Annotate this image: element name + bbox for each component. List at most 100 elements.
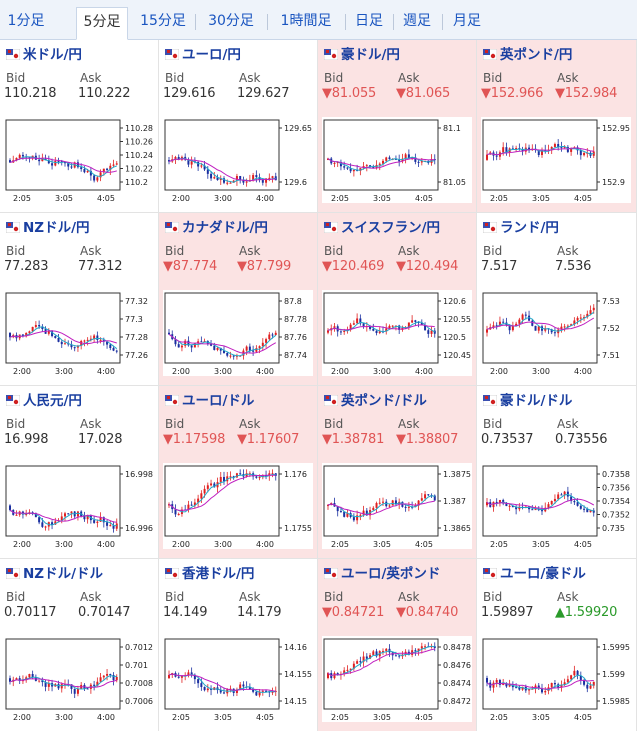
candle-body xyxy=(76,688,79,694)
candle-body xyxy=(592,510,595,513)
mini-candle-chart[interactable]: 0.7012 0.701 0.7008 0.7006 2:00 3:00 4:00 xyxy=(4,636,154,722)
candle-body xyxy=(378,502,381,504)
bid-value: 77.283 xyxy=(4,259,49,274)
mini-candle-chart[interactable]: 77.32 77.3 77.28 77.26 2:00 3:00 4:00 xyxy=(4,290,154,376)
candle-body xyxy=(420,498,423,501)
bid-value: 129.616 xyxy=(163,86,216,101)
mini-candle-chart[interactable]: 16.998 16.996 2:00 3:00 4:00 xyxy=(4,463,154,549)
pair-title[interactable]: ユーロ/ドル xyxy=(164,392,315,410)
candle-body xyxy=(47,331,50,334)
pair-title[interactable]: 英ポンド/円 xyxy=(482,46,633,64)
tab-7[interactable]: 月足 xyxy=(453,13,481,29)
candle-body xyxy=(372,328,375,331)
mini-candle-chart[interactable]: 81.1 81.05 2:05 3:05 4:05 xyxy=(322,117,472,203)
tab-6[interactable]: 週足 xyxy=(403,13,431,29)
candle-body xyxy=(592,307,595,311)
y-tick-label: 77.3 xyxy=(125,315,143,324)
pair-title[interactable]: ユーロ/円 xyxy=(164,46,315,64)
tab-0[interactable]: 1分足 xyxy=(7,13,45,29)
candle-body xyxy=(216,177,219,181)
candle-body xyxy=(528,147,531,151)
candle-body xyxy=(255,476,258,478)
mini-candle-chart[interactable]: 1.176 1.1755 2:00 3:00 4:00 xyxy=(163,463,313,549)
candle-body xyxy=(229,355,232,357)
y-tick-label: 14.16 xyxy=(284,643,307,652)
mini-candle-chart[interactable]: 152.95 152.9 2:05 3:05 4:05 xyxy=(481,117,631,203)
pair-title[interactable]: 香港ドル/円 xyxy=(164,565,315,583)
candle-body xyxy=(349,324,352,330)
mini-candle-chart[interactable]: 87.8 87.78 87.76 87.74 2:00 3:00 4:00 xyxy=(163,290,313,376)
pair-title[interactable]: NZドル/円 xyxy=(5,219,156,237)
y-tick-label: 77.32 xyxy=(125,297,148,306)
candle-body xyxy=(394,655,397,657)
ask-value: ▼87.799 xyxy=(237,259,292,274)
candle-body xyxy=(193,343,196,348)
candle-body xyxy=(518,319,521,324)
tab-5[interactable]: 日足 xyxy=(355,13,383,29)
candle-body xyxy=(235,689,238,693)
y-tick-label: 152.9 xyxy=(602,178,625,187)
candle-body xyxy=(433,646,436,648)
y-tick-label: 87.74 xyxy=(284,351,307,360)
candle-body xyxy=(25,513,28,515)
candle-body xyxy=(271,334,274,336)
bid-value: ▼1.38781 xyxy=(322,432,385,447)
candle-body xyxy=(54,521,57,525)
candle-body xyxy=(433,495,436,501)
pair-title[interactable]: スイスフラン/円 xyxy=(323,219,474,237)
pair-title[interactable]: 英ポンド/ドル xyxy=(323,392,474,410)
pair-title[interactable]: NZドル/ドル xyxy=(5,565,156,583)
candle-body xyxy=(411,320,414,323)
tab-separator xyxy=(393,14,394,30)
pair-cell: ユーロ/豪ドル Bid Ask 1.59897 ▲1.59920 1.5995 1.599 1… xyxy=(477,559,637,731)
mini-candle-chart[interactable]: 1.3875 1.387 1.3865 2:05 3:05 4:05 xyxy=(322,463,472,549)
eu-au-flag-icon xyxy=(482,566,498,580)
candle-body xyxy=(180,675,183,678)
ma-long-line xyxy=(9,330,117,345)
tab-1[interactable]: 5分足 xyxy=(76,7,128,40)
pair-title[interactable]: ランド/円 xyxy=(482,219,633,237)
candle-body xyxy=(583,508,586,510)
mini-candle-chart[interactable]: 0.7358 0.7356 0.7354 0.7352 0.735 2:05 3:05 4:0… xyxy=(481,463,631,549)
candle-body xyxy=(57,160,60,162)
tab-3[interactable]: 30分足 xyxy=(208,13,254,29)
candle-body xyxy=(346,669,349,671)
pair-title[interactable]: 豪ドル/円 xyxy=(323,46,474,64)
ask-label: Ask xyxy=(398,590,420,604)
pair-title[interactable]: 人民元/円 xyxy=(5,392,156,410)
candle-body xyxy=(359,661,362,663)
candle-body xyxy=(9,332,11,338)
pair-cell: 人民元/円 Bid Ask 16.998 17.028 16.998 16.996 2:00 3… xyxy=(0,386,159,559)
candle-body xyxy=(557,494,560,499)
bid-label: Bid xyxy=(324,417,344,431)
candle-body xyxy=(336,673,339,676)
candle-body xyxy=(184,340,187,346)
pair-title[interactable]: ユーロ/豪ドル xyxy=(482,565,633,583)
mini-candle-chart[interactable]: 0.8478 0.8476 0.8474 0.8472 2:05 3:05 4:05 xyxy=(322,636,472,722)
candle-body xyxy=(385,648,388,651)
plot-frame xyxy=(323,465,439,537)
mini-candle-chart[interactable]: 1.5995 1.599 1.5985 2:05 3:05 4:05 xyxy=(481,636,631,722)
pair-title[interactable]: 米ドル/円 xyxy=(5,46,156,64)
tab-4[interactable]: 1時間足 xyxy=(280,13,332,29)
candle-body xyxy=(579,505,582,509)
pair-title[interactable]: ユーロ/英ポンド xyxy=(323,565,474,583)
mini-candle-chart[interactable]: 14.16 14.155 14.15 2:05 3:05 4:05 xyxy=(163,636,313,722)
mini-candle-chart[interactable]: 129.65 129.6 2:00 3:00 4:00 xyxy=(163,117,313,203)
candle-body xyxy=(541,688,543,693)
candle-body xyxy=(365,165,368,167)
tab-2[interactable]: 15分足 xyxy=(140,13,186,29)
candle-body xyxy=(424,646,427,648)
candle-body xyxy=(265,339,268,343)
pair-title[interactable]: カナダドル/円 xyxy=(164,219,315,237)
mini-candle-chart[interactable]: 110.28 110.26 110.24 110.22 110.2 2:05 3:05 4:0… xyxy=(4,117,154,203)
candle-body xyxy=(563,682,566,685)
pair-title[interactable]: 豪ドル/ドル xyxy=(482,392,633,410)
mini-candle-chart[interactable]: 7.53 7.52 7.51 2:00 3:00 4:00 xyxy=(481,290,631,376)
candle-body xyxy=(187,340,190,346)
nz-jp-flag-icon xyxy=(5,220,21,234)
x-tick-label: 3:00 xyxy=(55,540,73,549)
candle-body xyxy=(570,496,573,502)
mini-candle-chart[interactable]: 120.6 120.55 120.5 120.45 2:00 3:00 4:00 xyxy=(322,290,472,376)
chart-svg: 1.176 1.1755 2:00 3:00 4:00 xyxy=(164,465,312,549)
